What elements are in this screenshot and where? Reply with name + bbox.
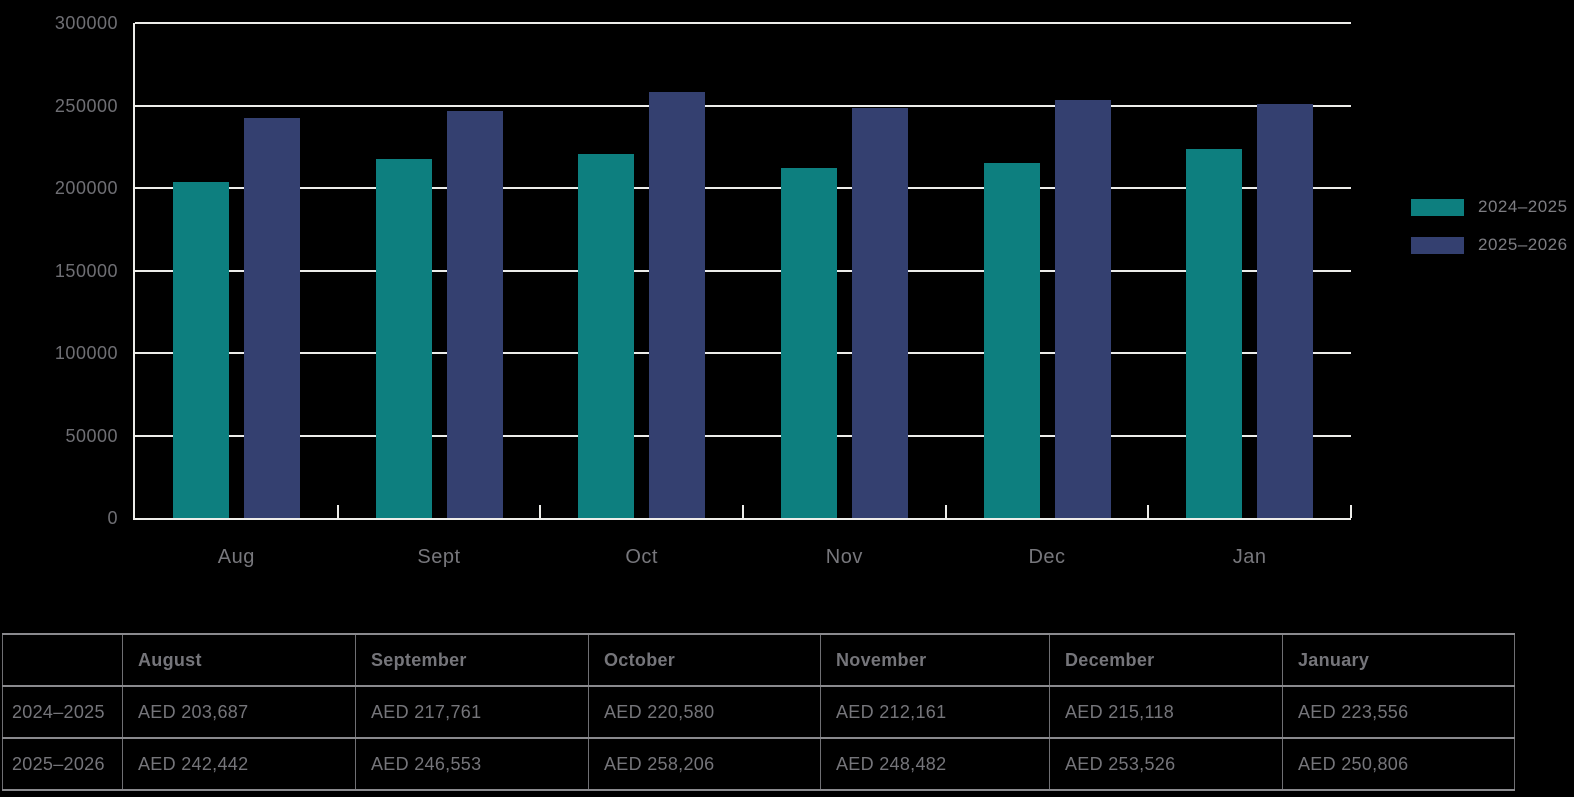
- x-tick-label-nov: Nov: [825, 546, 863, 568]
- bar-2025-2026-nov: [851, 108, 908, 518]
- cell-2025-2026-september: AED 246,553: [355, 737, 589, 791]
- x-axis-tick-3: [742, 505, 744, 518]
- table-row-2024-2025: 2024–2025 AED 203,687 AED 217,761 AED 220,5…: [2, 685, 1515, 739]
- y-tick-label-100000: 100000: [54, 343, 118, 363]
- table-body: 2024–2025 AED 203,687 AED 217,761 AED 220,5…: [2, 685, 1515, 791]
- bar-2024-2025-jan: [1186, 149, 1243, 518]
- legend-item-2025-2026: 2025–2026: [1411, 235, 1568, 255]
- cell-2024-2025-september: AED 217,761: [355, 685, 589, 739]
- gridline-250000: [135, 104, 1351, 107]
- y-tick-label-200000: 200000: [54, 178, 118, 198]
- gridline-100000: [135, 352, 1351, 354]
- table-header-november: November: [820, 633, 1050, 687]
- chart-plot-area: [133, 22, 1352, 520]
- cell-2024-2025-october: AED 220,580: [588, 685, 821, 739]
- x-axis-line: [133, 518, 1351, 520]
- cell-2025-2026-august: AED 242,442: [122, 737, 356, 791]
- legend-swatch-2024-2025: [1411, 198, 1464, 216]
- y-tick-label-0: 0: [107, 508, 118, 528]
- bar-2024-2025-oct: [578, 154, 635, 518]
- x-axis-tick-5: [1147, 505, 1150, 518]
- gridline-50000: [135, 434, 1351, 437]
- y-tick-label-50000: 50000: [65, 425, 118, 446]
- cell-2025-2026-january: AED 250,806: [1282, 737, 1515, 791]
- bar-2024-2025-sept: [375, 158, 432, 518]
- x-axis-tick-1: [336, 505, 339, 518]
- bar-2025-2026-aug: [243, 117, 300, 518]
- table-header-december: December: [1049, 633, 1283, 687]
- bar-2025-2026-jan: [1257, 104, 1314, 518]
- cell-2024-2025-august: AED 203,687: [122, 685, 356, 739]
- legend-label: 2025–2026: [1478, 235, 1568, 254]
- bar-2025-2026-dec: [1054, 99, 1111, 518]
- y-axis-line: [133, 23, 135, 518]
- x-axis-tick-4: [944, 505, 947, 518]
- table-header-september: September: [355, 633, 589, 687]
- x-tick-label-dec: Dec: [1028, 546, 1066, 568]
- cell-2024-2025-november: AED 212,161: [820, 685, 1050, 739]
- chart-legend: 2024–2025 2025–2026: [1411, 197, 1568, 255]
- row-label-2024-2025: 2024–2025: [2, 685, 123, 739]
- table-header-january: January: [1282, 633, 1515, 687]
- x-tick-label-jan: Jan: [1232, 546, 1267, 568]
- bar-2025-2026-oct: [649, 91, 706, 518]
- table-header-row: August September October November December Ja…: [2, 633, 1515, 687]
- cell-2025-2026-november: AED 248,482: [820, 737, 1050, 791]
- bar-2024-2025-dec: [983, 163, 1040, 518]
- y-tick-label-150000: 150000: [54, 260, 118, 281]
- gridline-300000: [135, 22, 1351, 24]
- cell-2024-2025-january: AED 223,556: [1282, 685, 1515, 739]
- y-tick-label-300000: 300000: [54, 13, 118, 33]
- x-axis-tick-2: [539, 505, 542, 518]
- legend-swatch-2025-2026: [1411, 236, 1464, 254]
- bar-2024-2025-aug: [172, 181, 229, 518]
- x-axis-tick-6: [1350, 505, 1352, 518]
- gridline-200000: [135, 187, 1351, 189]
- table-header: August September October November December Ja…: [2, 633, 1515, 687]
- x-tick-label-aug: Aug: [217, 546, 255, 568]
- bar-2024-2025-nov: [780, 167, 837, 518]
- bar-2025-2026-sept: [446, 111, 503, 518]
- gridline-150000: [135, 269, 1351, 272]
- y-tick-label-250000: 250000: [54, 95, 118, 116]
- table-corner-cell: [2, 633, 123, 687]
- row-label-2025-2026: 2025–2026: [2, 737, 123, 791]
- table-row-2025-2026: 2025–2026 AED 242,442 AED 246,553 AED 258,2…: [2, 737, 1515, 791]
- legend-item-2024-2025: 2024–2025: [1411, 197, 1568, 217]
- legend-label: 2024–2025: [1478, 197, 1568, 216]
- table-header-august: August: [122, 633, 356, 687]
- x-tick-label-oct: Oct: [625, 546, 658, 568]
- cell-2024-2025-december: AED 215,118: [1049, 685, 1283, 739]
- cell-2025-2026-october: AED 258,206: [588, 737, 821, 791]
- x-tick-label-sept: Sept: [417, 546, 461, 568]
- table-header-october: October: [588, 633, 821, 687]
- cell-2025-2026-december: AED 253,526: [1049, 737, 1283, 791]
- data-table: August September October November December Ja…: [2, 633, 1515, 791]
